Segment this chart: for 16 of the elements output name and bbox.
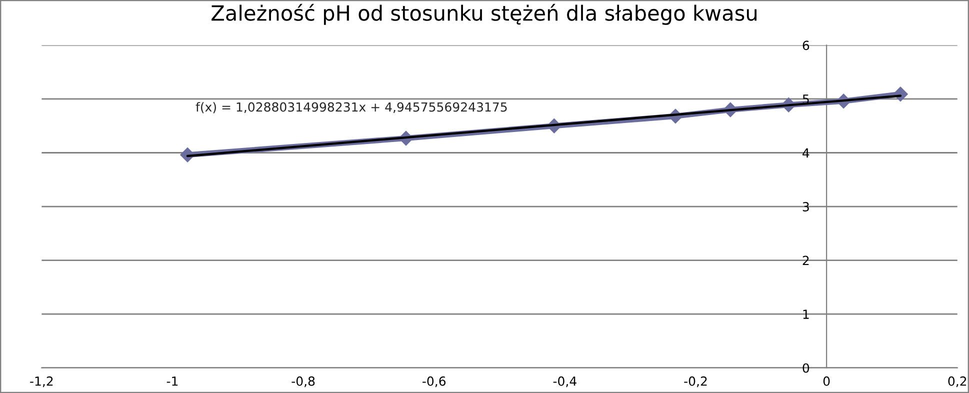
- annotation: f(x) = 1,02880314998231x + 4,94575569243175: [196, 102, 507, 114]
- x-tick-label: -0,6: [422, 376, 446, 388]
- y-tick-label: 3: [802, 202, 809, 212]
- y-tick-label: 4: [802, 148, 810, 158]
- y-tick-label: 2: [802, 256, 809, 266]
- chart-title: Zależność pH od stosunku stężeń dla słabego kwasu: [212, 4, 756, 25]
- x-tick-label: 0,2: [948, 376, 966, 388]
- y-tick-label: 1: [803, 310, 809, 319]
- x-tick-label: -1: [166, 376, 178, 386]
- x-tick-label: -0,4: [553, 376, 576, 388]
- x-tick-label: -0,2: [684, 376, 707, 388]
- x-tick-label: -0,8: [292, 376, 315, 388]
- x-tick-label: -1,2: [30, 376, 53, 388]
- x-tick-label: 0: [823, 376, 830, 386]
- y-tick-label: 0: [802, 363, 810, 373]
- y-tick-label: 6: [802, 40, 810, 50]
